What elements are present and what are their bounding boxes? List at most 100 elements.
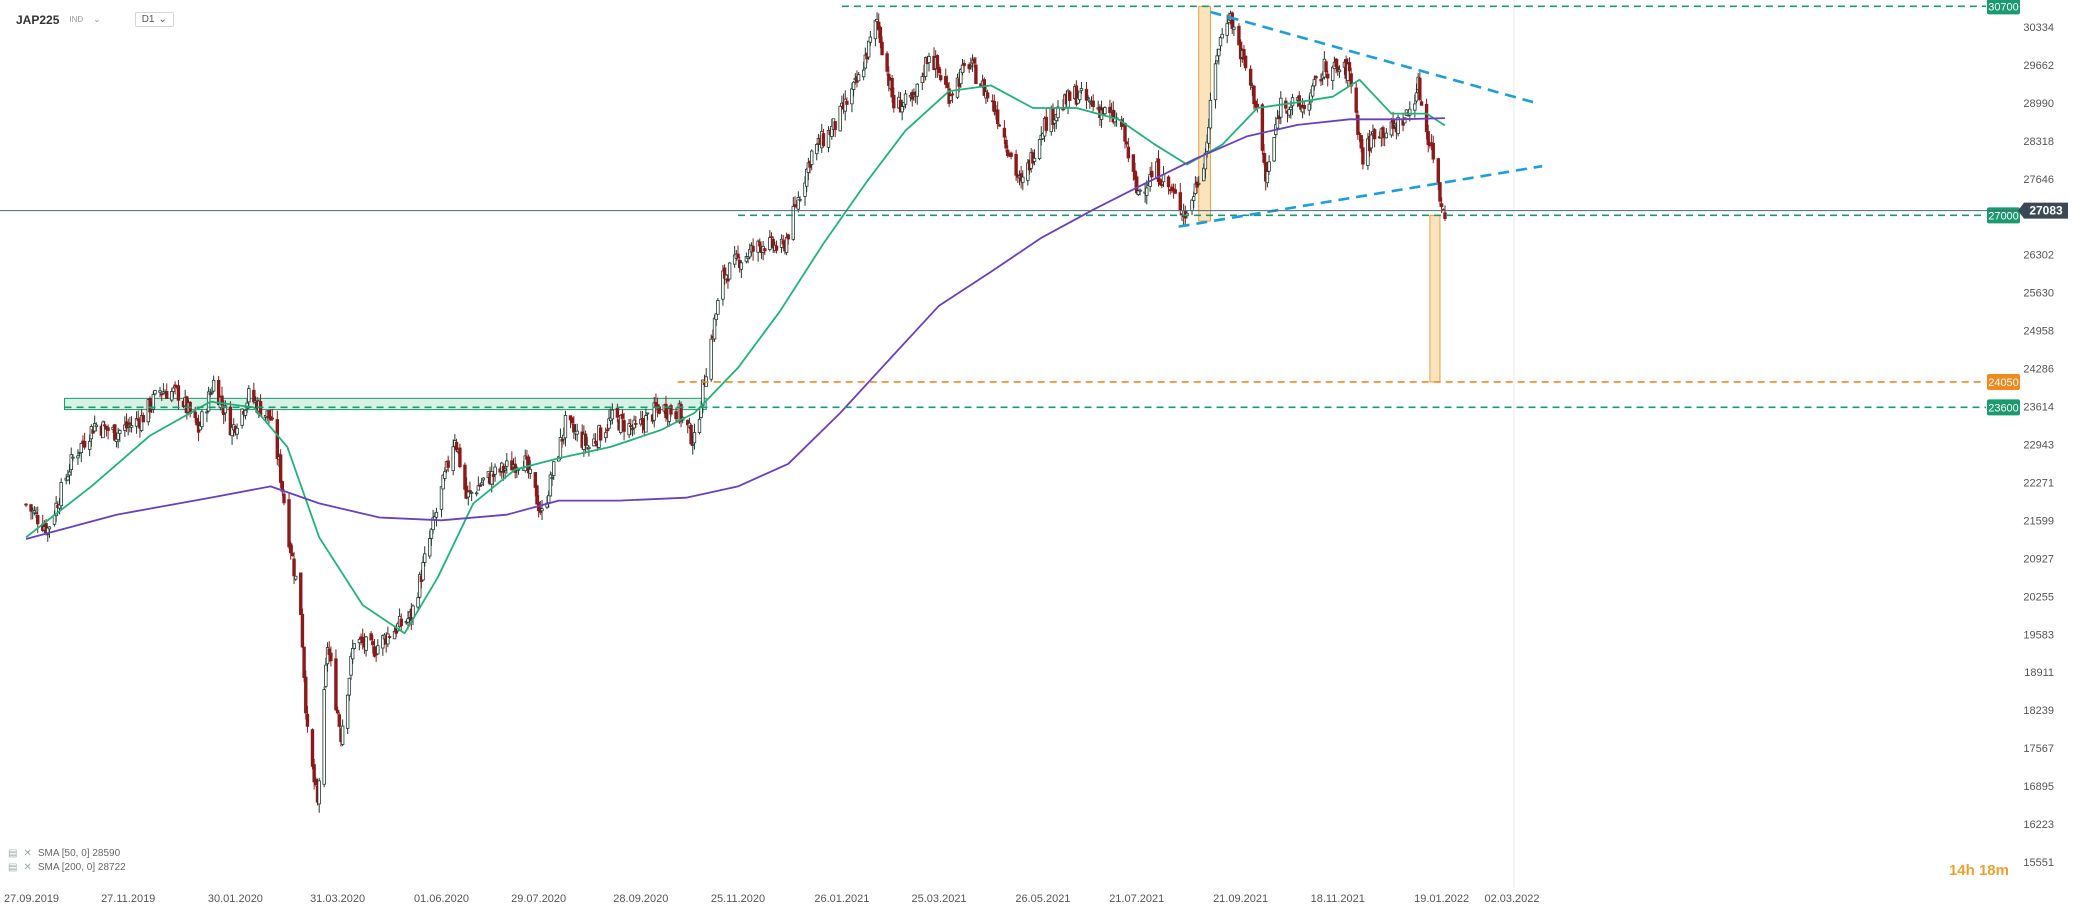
legend-item-sma50[interactable]: ▤ ✕ SMA [50, 0] 28590	[8, 847, 126, 861]
instrument-type-badge: IND	[69, 15, 84, 24]
candle-down	[892, 94, 896, 109]
trendline-1	[1210, 10, 1535, 104]
measure-box-1	[1198, 5, 1211, 222]
candle-down	[1426, 131, 1430, 146]
timeframe-select[interactable]: D1 ⌄	[134, 12, 174, 27]
candle-down	[1418, 77, 1422, 101]
candle-down	[1091, 100, 1095, 107]
candle-up	[810, 150, 814, 165]
candle-up	[630, 428, 635, 431]
candle-down	[1354, 87, 1358, 113]
candle-down	[736, 253, 740, 258]
candle-up	[443, 471, 447, 479]
candle-up	[69, 454, 73, 470]
candle-up	[34, 512, 38, 514]
candle-up	[116, 432, 120, 441]
candle-down	[387, 636, 392, 638]
symbol-label[interactable]: JAP225	[16, 12, 60, 27]
candle-down	[337, 714, 341, 727]
candle-down	[1150, 170, 1154, 178]
candle-up	[912, 94, 916, 97]
candle-up	[479, 482, 484, 486]
candle-down	[605, 429, 610, 432]
candle-down	[560, 439, 564, 442]
candle-down	[1297, 95, 1301, 107]
y-tick-label: 20927	[2023, 553, 2054, 565]
candle-down	[1381, 127, 1385, 138]
candle-up	[451, 446, 455, 471]
overlay-layer: 30700 27000 24050 23600 27083	[0, 0, 2068, 416]
y-tick-label: 16223	[2023, 819, 2054, 831]
level-tag-text-23600: 23600	[1988, 402, 2019, 414]
candle-up	[1265, 171, 1270, 184]
x-tick-label: 26.05.2021	[1015, 893, 1070, 905]
indicator-settings-icon[interactable]: ▤	[8, 862, 18, 873]
candle-up	[1202, 167, 1206, 182]
y-tick-label: 26302	[2023, 250, 2054, 262]
candle-down	[82, 441, 87, 448]
candle-down	[290, 553, 295, 557]
candle-up	[1037, 139, 1042, 160]
candle-up	[294, 575, 298, 580]
chart-header: JAP225 IND ⌄ D1 ⌄	[16, 12, 174, 27]
candle-up	[1232, 26, 1236, 30]
candle-up	[716, 300, 720, 315]
y-tick-label: 25630	[2023, 288, 2054, 300]
candles-layer	[24, 10, 1447, 813]
candle-up	[610, 409, 615, 420]
candle-up	[469, 491, 474, 494]
candle-down	[598, 427, 603, 441]
candle-up	[428, 538, 432, 557]
candle-up	[627, 423, 631, 436]
candle-up	[364, 636, 368, 651]
candle-up	[76, 455, 80, 459]
candle-up	[1337, 69, 1342, 73]
candle-down	[454, 441, 459, 450]
candle-up	[352, 643, 357, 649]
x-tick-label: 31.03.2020	[310, 893, 365, 905]
candle-down	[885, 53, 889, 72]
candle-up	[59, 482, 63, 507]
candle-down	[997, 124, 1002, 127]
close-icon[interactable]: ✕	[23, 862, 32, 873]
y-tick-label: 15551	[2023, 857, 2054, 869]
y-tick-label: 22943	[2023, 439, 2054, 451]
x-tick-label: 01.06.2020	[414, 893, 469, 905]
candle-up	[151, 393, 156, 410]
candle-up	[1275, 118, 1280, 129]
candle-up	[350, 648, 355, 660]
legend-item-sma200[interactable]: ▤ ✕ SMA [200, 0] 28722	[8, 861, 126, 875]
candle-down	[148, 398, 152, 413]
candle-up	[505, 460, 509, 467]
candle-down	[1361, 147, 1365, 165]
level-tag-24050	[1987, 373, 2020, 390]
candle-up	[540, 508, 544, 512]
y-tick-label: 18239	[2023, 705, 2054, 717]
candle-down	[468, 490, 472, 492]
level-tag-30700	[1987, 0, 2020, 15]
close-icon[interactable]: ✕	[23, 848, 32, 859]
candle-down	[165, 391, 169, 400]
candle-down	[937, 66, 941, 73]
candle-down	[1334, 58, 1338, 67]
candle-up	[243, 409, 248, 416]
candle-down	[287, 499, 291, 548]
candle-down	[24, 503, 28, 506]
candle-up	[71, 456, 75, 459]
y-tick-label: 29662	[2023, 60, 2054, 72]
support-zone	[64, 397, 707, 411]
candle-down	[270, 417, 274, 420]
candle-up	[406, 618, 410, 623]
candle-down	[1160, 184, 1164, 187]
candle-up	[317, 780, 321, 805]
candle-down	[1443, 212, 1447, 219]
current-price-text: 27083	[2029, 204, 2063, 218]
chevron-down-icon[interactable]: ⌄	[93, 14, 101, 24]
y-tick-label: 22271	[2023, 477, 2054, 489]
candle-up	[101, 421, 105, 439]
candle-up	[66, 476, 70, 481]
candle-down	[533, 472, 537, 488]
candle-up	[697, 418, 702, 433]
indicator-settings-icon[interactable]: ▤	[8, 848, 18, 859]
